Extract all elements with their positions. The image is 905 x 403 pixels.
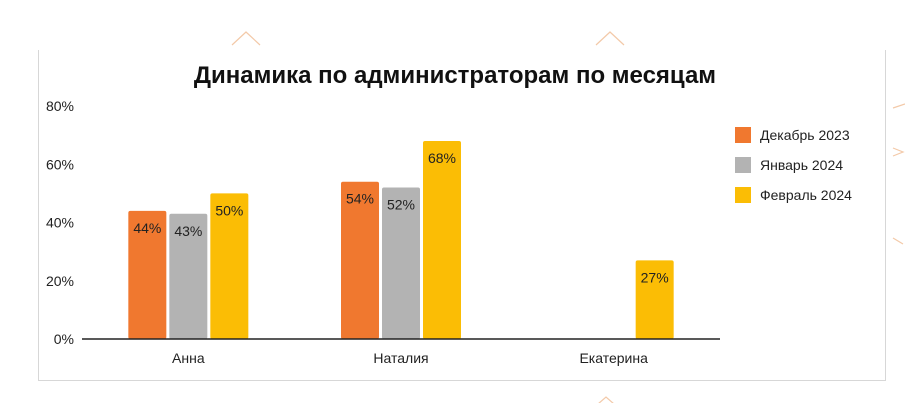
bars: 44% 43% 50% 54% 52% 68% 27%: [128, 140, 674, 339]
y-tick-label: 20%: [46, 273, 74, 289]
legend-label: Январь 2024: [760, 157, 843, 173]
bar: [169, 213, 208, 339]
chart-title: Динамика по администраторам по месяцам: [194, 62, 716, 89]
data-label: 27%: [641, 269, 669, 285]
y-tick-label: 40%: [46, 215, 74, 231]
legend-swatch: [735, 127, 751, 143]
y-tick-label: 60%: [46, 156, 74, 172]
y-tick-label: 0%: [54, 331, 74, 347]
data-label: 68%: [428, 150, 456, 166]
data-label: 44%: [133, 220, 161, 236]
legend-label: Декабрь 2023: [760, 127, 850, 143]
data-label: 43%: [174, 223, 202, 239]
legend-swatch: [735, 187, 751, 203]
x-axis: Анна Наталия Екатерина: [82, 338, 720, 366]
bar: [635, 260, 674, 339]
bar: [423, 140, 461, 339]
legend-swatch: [735, 157, 751, 173]
data-label: 50%: [215, 202, 243, 218]
x-tick-label: Анна: [172, 350, 205, 366]
x-tick-label: Екатерина: [579, 350, 648, 366]
data-label: 54%: [346, 191, 374, 207]
y-axis: 0% 20% 40% 60% 80%: [46, 98, 74, 347]
x-tick-label: Наталия: [373, 350, 428, 366]
legend: Декабрь 2023 Январь 2024 Февраль 2024: [735, 127, 852, 203]
bar: [210, 193, 249, 339]
data-label: 52%: [387, 197, 415, 213]
decorative-chevrons: [231, 31, 905, 403]
bar: [341, 181, 379, 339]
y-tick-label: 80%: [46, 98, 74, 114]
bar: [382, 187, 420, 339]
legend-label: Февраль 2024: [760, 187, 852, 203]
bar: [128, 210, 167, 339]
